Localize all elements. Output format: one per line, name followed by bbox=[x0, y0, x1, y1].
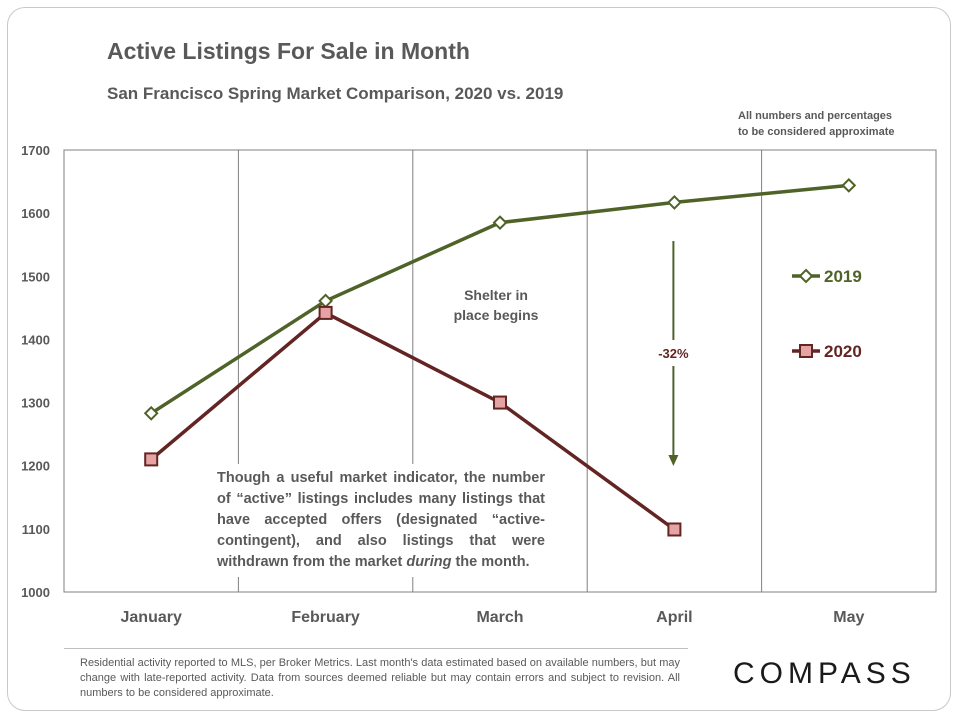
y-tick-label: 1500 bbox=[21, 269, 50, 284]
x-tick-label: February bbox=[291, 609, 360, 626]
data-point-2020 bbox=[144, 452, 159, 467]
chart-frame bbox=[7, 7, 951, 711]
legend-label-2019: 2019 bbox=[824, 267, 862, 286]
series-line-2020 bbox=[150, 311, 676, 531]
footer-disclaimer: Residential activity reported to MLS, pe… bbox=[80, 657, 680, 699]
data-point-2020 bbox=[318, 305, 333, 320]
plot-area bbox=[63, 149, 937, 593]
callout-box: Though a useful market indicator, the nu… bbox=[211, 464, 551, 577]
data-point-2020 bbox=[667, 522, 682, 537]
data-point-2019 bbox=[666, 194, 682, 210]
x-tick-label: March bbox=[476, 609, 523, 626]
data-point-2019 bbox=[841, 177, 857, 193]
y-tick-label: 1100 bbox=[22, 522, 50, 537]
y-tick-label: 1200 bbox=[21, 459, 50, 474]
approximation-note: All numbers and percentages to be consid… bbox=[738, 108, 894, 140]
shelter-annotation-line-1: Shelter in bbox=[464, 287, 528, 303]
change-label: -32% bbox=[658, 346, 689, 361]
y-tick-label: 1600 bbox=[21, 206, 50, 221]
data-point-2019 bbox=[492, 215, 508, 231]
data-point-2020 bbox=[493, 395, 507, 410]
y-tick-label: 1000 bbox=[21, 585, 50, 600]
footer-divider bbox=[64, 648, 688, 649]
legend-marker-2020 bbox=[799, 344, 813, 358]
approximation-note-line-2: to be considered approximate bbox=[738, 126, 895, 138]
legend-label-2020: 2020 bbox=[824, 342, 862, 361]
y-tick-label: 1400 bbox=[21, 332, 50, 347]
chart-subtitle: San Francisco Spring Market Comparison, … bbox=[107, 84, 564, 103]
legend-marker-2019 bbox=[798, 268, 814, 284]
x-tick-label: January bbox=[121, 609, 182, 626]
data-point-2019 bbox=[143, 405, 159, 421]
callout-text: Though a useful market indicator, the nu… bbox=[217, 470, 545, 570]
shelter-annotation-line-2: place begins bbox=[454, 307, 539, 323]
approximation-note-line-1: All numbers and percentages bbox=[738, 110, 893, 122]
x-tick-label: April bbox=[656, 609, 692, 626]
x-tick-label: May bbox=[833, 609, 864, 626]
chart-title: Active Listings For Sale in Month bbox=[107, 38, 470, 64]
y-tick-label: 1300 bbox=[21, 396, 50, 411]
callout-emphasis: during bbox=[406, 554, 452, 570]
compass-logo: COMPASS bbox=[733, 657, 916, 690]
callout-text-end: the month. bbox=[451, 554, 530, 570]
y-tick-label: 1700 bbox=[21, 143, 50, 158]
change-label-background bbox=[645, 340, 702, 366]
decline-arrow-head bbox=[668, 455, 679, 466]
